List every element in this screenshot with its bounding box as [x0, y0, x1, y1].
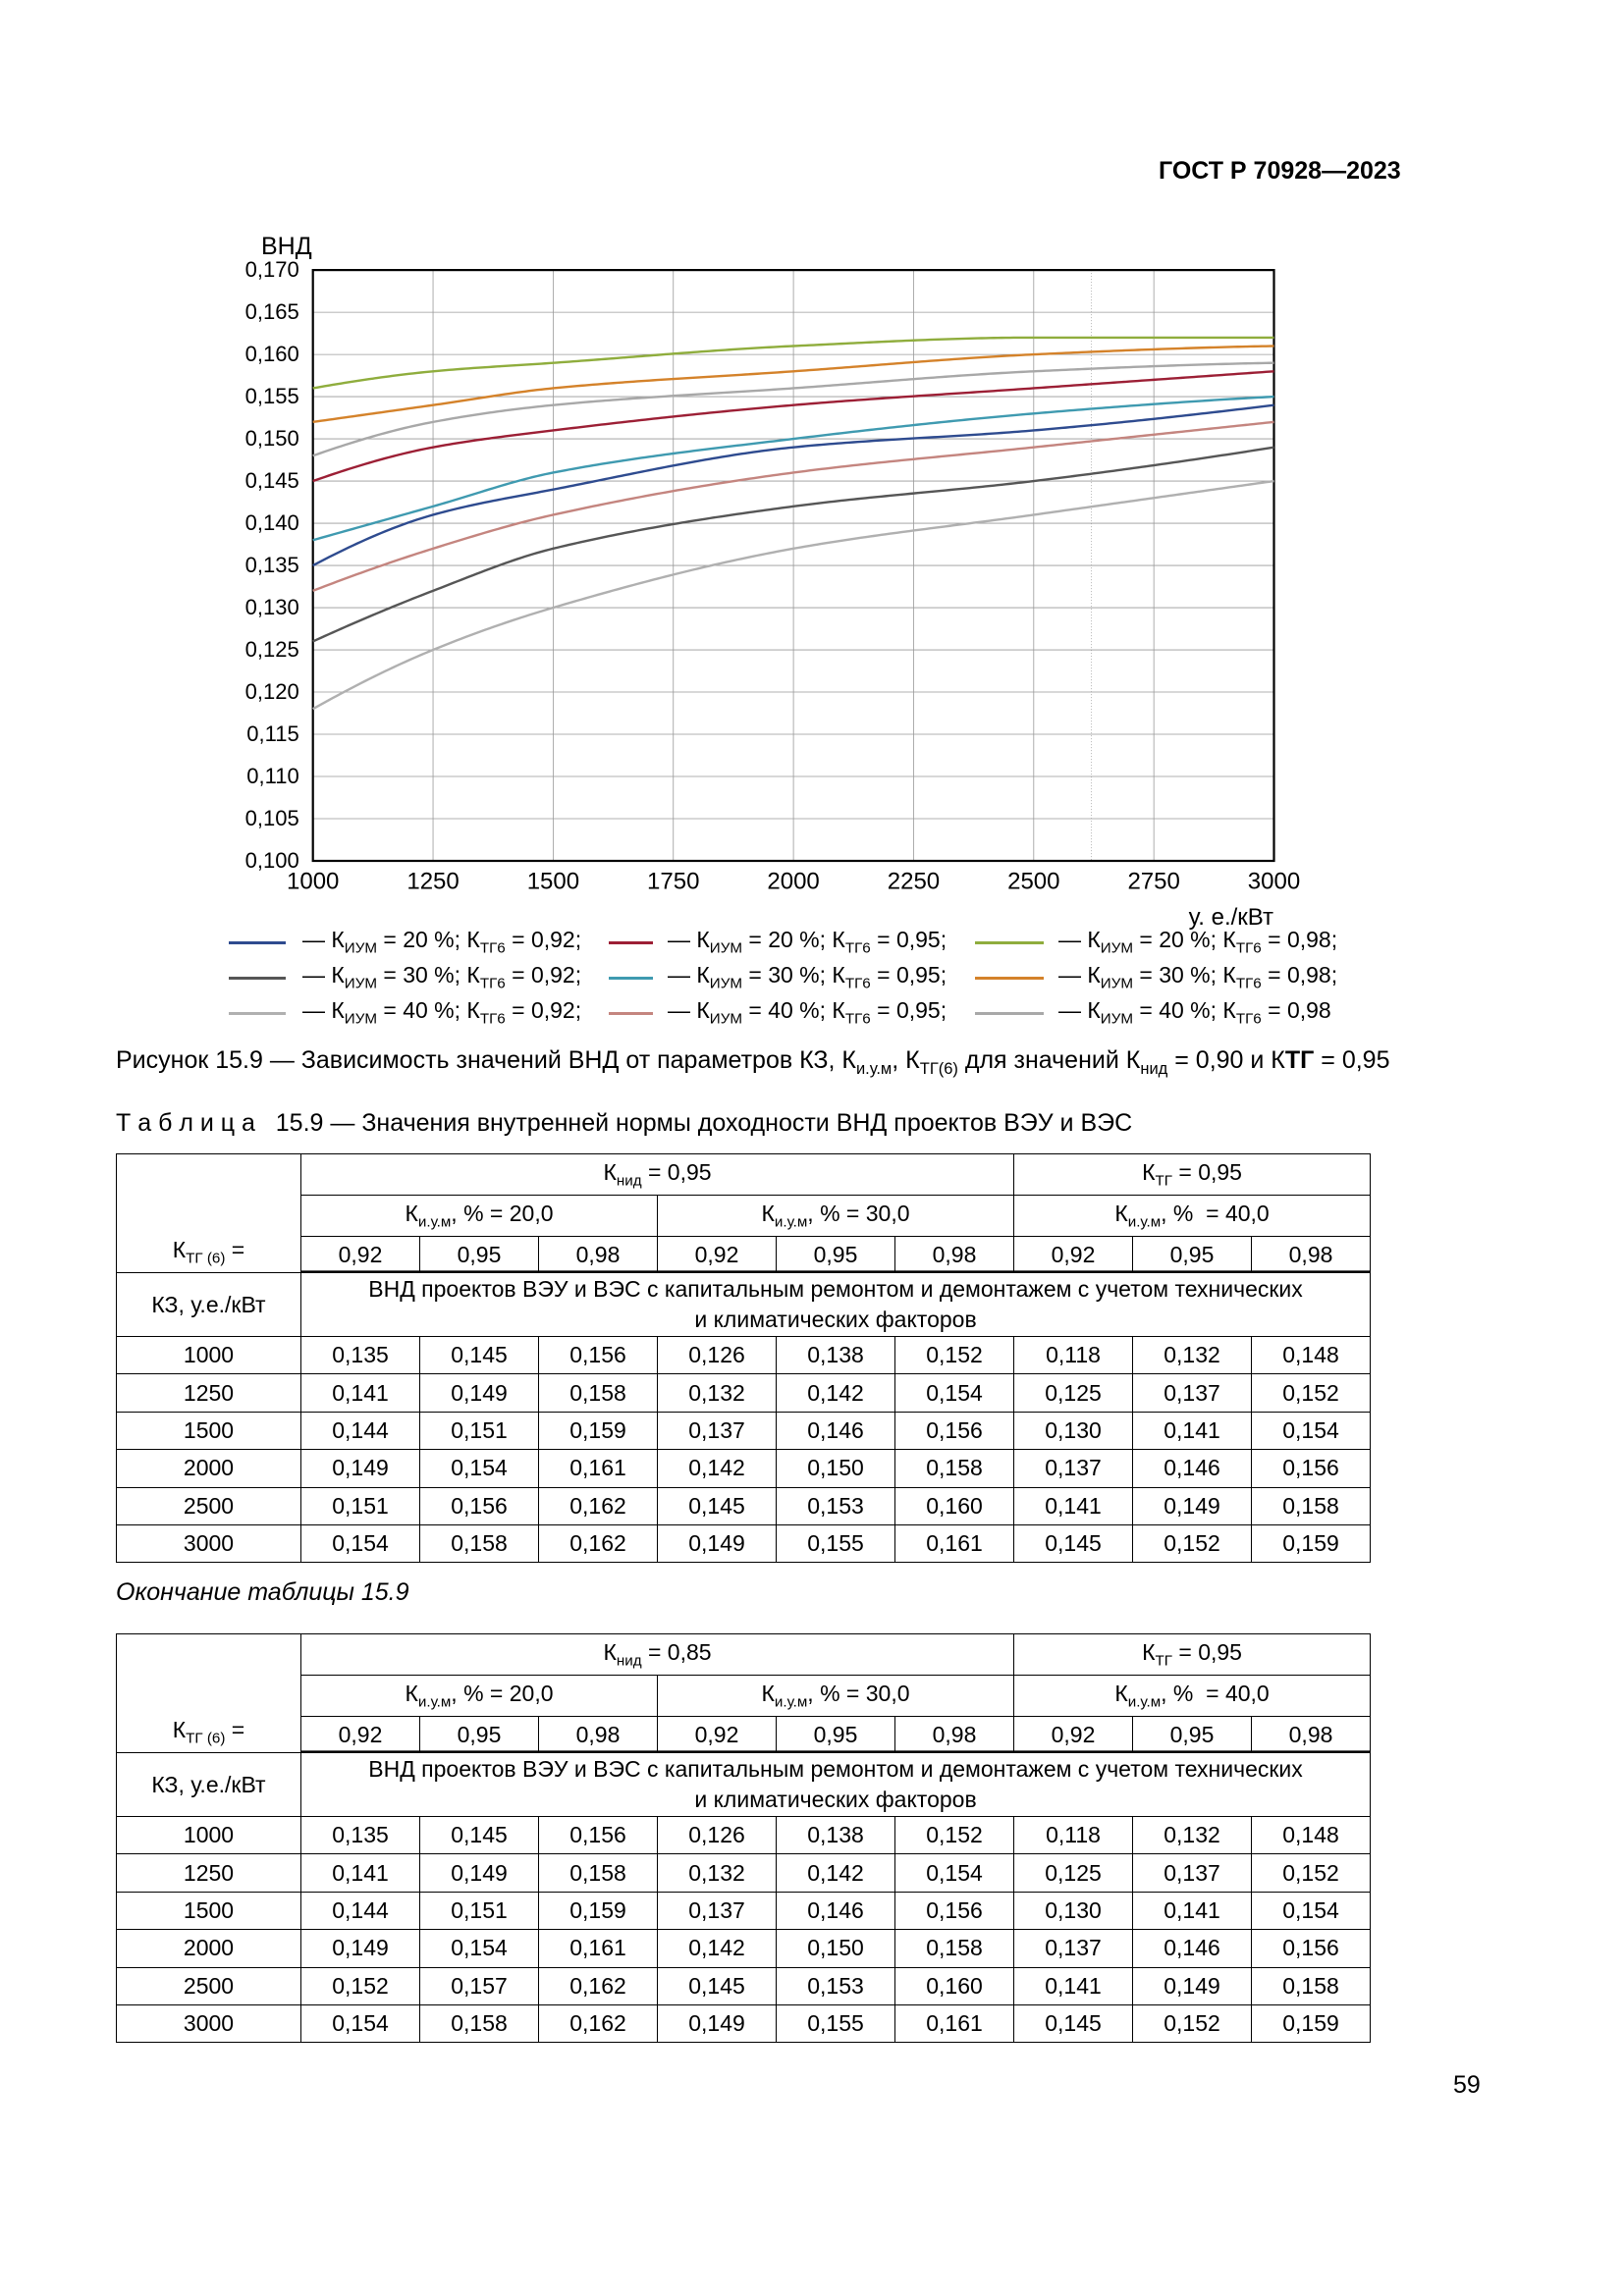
svg-text:1000: 1000 [287, 869, 339, 895]
svg-text:0,110: 0,110 [246, 764, 298, 788]
svg-text:2000: 2000 [767, 869, 819, 895]
svg-text:0,170: 0,170 [245, 257, 299, 282]
svg-text:0,155: 0,155 [245, 384, 299, 408]
svg-text:0,125: 0,125 [245, 637, 299, 662]
svg-text:0,150: 0,150 [245, 426, 299, 451]
svg-text:0,135: 0,135 [245, 553, 299, 577]
svg-text:2750: 2750 [1127, 869, 1179, 895]
svg-text:0,140: 0,140 [245, 510, 299, 535]
svg-text:1250: 1250 [406, 869, 459, 895]
svg-text:ВНД: ВНД [261, 233, 312, 260]
svg-text:0,130: 0,130 [245, 595, 299, 619]
svg-text:0,165: 0,165 [245, 299, 299, 324]
svg-text:2250: 2250 [888, 869, 940, 895]
svg-text:0,145: 0,145 [245, 468, 299, 493]
svg-text:0,120: 0,120 [245, 679, 299, 704]
svg-text:0,105: 0,105 [245, 806, 299, 830]
svg-text:2500: 2500 [1007, 869, 1059, 895]
svg-text:0,115: 0,115 [246, 721, 298, 746]
svg-text:1750: 1750 [647, 869, 699, 895]
svg-text:3000: 3000 [1248, 869, 1300, 895]
svg-text:0,160: 0,160 [245, 342, 299, 366]
svg-text:1500: 1500 [527, 869, 579, 895]
